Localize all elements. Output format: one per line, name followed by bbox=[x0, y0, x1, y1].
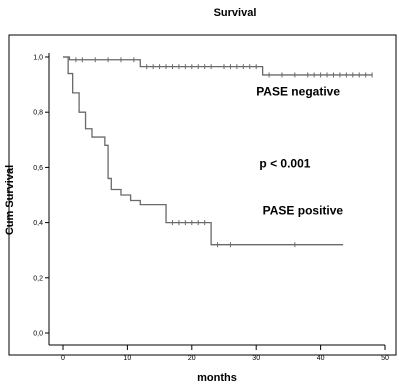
x-tick-label: 40 bbox=[317, 355, 325, 362]
annotation-layer: PASE negative p < 0.001 PASE positive bbox=[256, 85, 343, 218]
x-tick-label: 50 bbox=[381, 355, 389, 362]
y-tick-label: 0,6 bbox=[33, 165, 43, 172]
annotation-label: PASE negative bbox=[256, 85, 340, 99]
survival-curve bbox=[63, 56, 344, 246]
annotation-label: PASE positive bbox=[263, 203, 344, 217]
x-tick-label: 30 bbox=[252, 355, 260, 362]
y-ticks: 0,0 0,2 0,4 0,6 0,8 1,0 bbox=[33, 55, 49, 338]
series-pase-negative bbox=[63, 56, 373, 78]
y-tick-label: 0,0 bbox=[33, 331, 43, 338]
series-pase-positive bbox=[63, 56, 344, 248]
y-tick-label: 1,0 bbox=[33, 55, 43, 62]
survival-curve bbox=[63, 56, 373, 76]
x-axis-label: months bbox=[197, 372, 237, 384]
plot-frame bbox=[8, 34, 397, 356]
y-tick-label: 0,8 bbox=[33, 110, 43, 117]
y-axis-label: Cum Survival bbox=[4, 165, 16, 235]
x-tick-label: 0 bbox=[61, 355, 65, 362]
y-tick-label: 0,2 bbox=[33, 275, 43, 282]
annotation-label: p < 0.001 bbox=[259, 156, 310, 170]
y-tick-label: 0,4 bbox=[33, 220, 43, 227]
series-layer bbox=[63, 56, 373, 248]
x-tick-label: 20 bbox=[188, 355, 196, 362]
chart-title: Survival bbox=[214, 7, 257, 19]
x-tick-label: 10 bbox=[124, 355, 132, 362]
x-ticks: 0 10 20 30 40 50 bbox=[61, 345, 389, 362]
